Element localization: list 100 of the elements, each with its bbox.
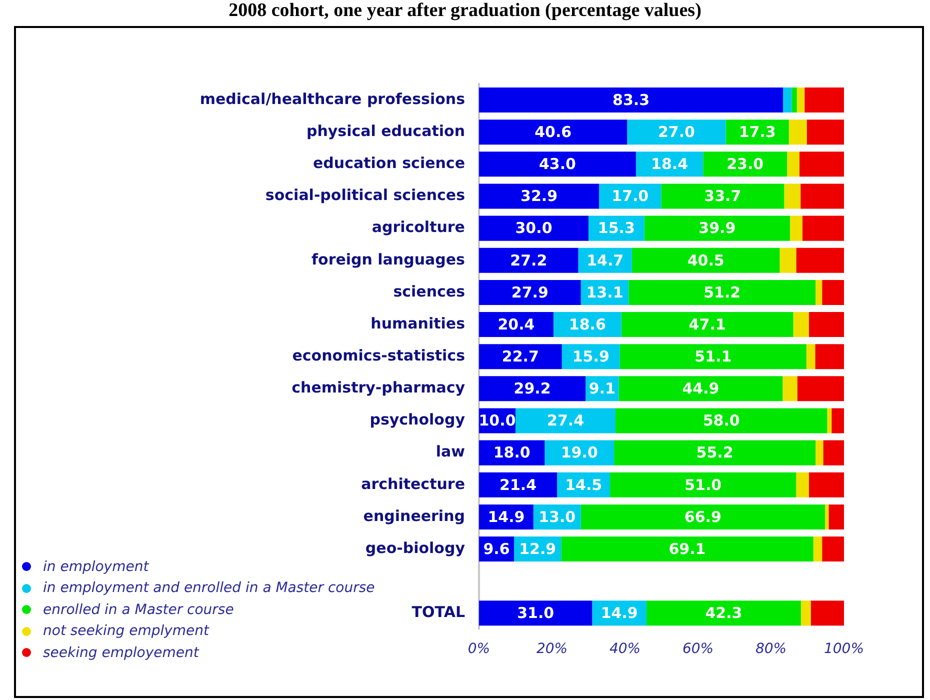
- legend-label: enrolled in a Master course: [43, 602, 234, 618]
- data-label: 13.0: [538, 508, 576, 526]
- data-label: 58.0: [702, 412, 740, 430]
- x-tick-label: 60%: [682, 641, 714, 658]
- bar: [632, 248, 780, 273]
- data-label: 9.6: [483, 540, 510, 558]
- data-label: 51.0: [684, 476, 722, 494]
- bar: [788, 120, 807, 145]
- y-tick-label: law: [436, 442, 466, 461]
- y-tick-label: social-political sciences: [265, 186, 466, 204]
- data-label: 42.3: [705, 604, 742, 622]
- data-label: 51.2: [704, 283, 741, 302]
- legend-label: not seeking emplyment: [43, 623, 210, 640]
- data-label: 14.9: [600, 604, 638, 622]
- x-tick-label: 80%: [755, 641, 787, 658]
- bar: [808, 312, 844, 338]
- bar: [479, 248, 578, 273]
- data-label: 40.6: [534, 122, 572, 141]
- bar: [810, 600, 844, 626]
- bar: [516, 408, 616, 434]
- bar: [804, 88, 844, 113]
- bar: [610, 472, 796, 498]
- bar: [479, 152, 636, 177]
- y-tick-label: TOTAL: [412, 603, 466, 622]
- bar: [628, 280, 816, 305]
- bar: [796, 248, 844, 273]
- data-label: 20.4: [498, 315, 535, 334]
- data-label: 27.9: [511, 283, 548, 302]
- data-label: 32.9: [520, 187, 558, 206]
- data-label: 39.9: [698, 219, 736, 238]
- bar: [800, 184, 844, 209]
- data-label: 55.2: [696, 444, 734, 462]
- bar: [621, 312, 794, 338]
- data-label: 30.0: [515, 219, 552, 238]
- data-label: 9.1: [588, 380, 616, 398]
- bar: [784, 184, 801, 209]
- bar: [479, 472, 558, 498]
- data-label: 51.1: [694, 347, 732, 366]
- y-tick-label: agricolture: [372, 218, 465, 236]
- y-tick-label: chemistry-pharmacy: [292, 378, 466, 397]
- bar: [479, 376, 586, 402]
- bar: [479, 120, 628, 145]
- bar: [644, 216, 790, 241]
- y-tick-label: education science: [313, 154, 465, 172]
- data-label: 21.4: [500, 476, 537, 494]
- bar: [646, 600, 801, 626]
- y-tick-label: medical/healthcare professions: [200, 90, 466, 108]
- data-label: 40.5: [687, 251, 724, 270]
- chart-title: 2008 cohort, one year after graduation (percentage values): [228, 0, 702, 22]
- data-label: 23.0: [726, 155, 764, 174]
- data-label: 18.6: [568, 315, 606, 334]
- bar: [832, 408, 844, 434]
- bar: [620, 344, 806, 370]
- bar: [793, 312, 809, 338]
- bar: [479, 88, 784, 113]
- bar: [614, 440, 816, 466]
- bar: [780, 248, 796, 273]
- y-tick-label: engineering: [363, 506, 465, 525]
- bar: [816, 280, 822, 305]
- data-label: 14.7: [586, 251, 624, 270]
- bar: [479, 184, 600, 209]
- data-label: 43.0: [538, 155, 576, 174]
- bar: [828, 504, 844, 530]
- data-label: 15.9: [572, 347, 610, 366]
- y-tick-label: humanities: [370, 314, 466, 332]
- x-tick-label: 100%: [824, 641, 864, 658]
- bar: [825, 504, 829, 530]
- bar: [616, 408, 828, 434]
- data-label: 14.5: [565, 476, 602, 494]
- data-label: 27.0: [658, 122, 695, 141]
- data-label: 29.2: [514, 380, 551, 398]
- data-label: 27.2: [510, 251, 548, 270]
- bar: [703, 152, 788, 177]
- x-tick-label: 20%: [536, 641, 568, 658]
- legend-label: in employment: [43, 558, 149, 575]
- x-tick-label: 0%: [468, 641, 490, 658]
- y-tick-label: foreign languages: [311, 250, 466, 268]
- bar: [479, 600, 592, 626]
- bar: [783, 88, 792, 113]
- bar: [816, 440, 824, 466]
- data-label: 31.0: [517, 604, 554, 622]
- data-label: 18.4: [651, 155, 688, 174]
- data-label: 17.0: [612, 187, 649, 206]
- y-tick-label: physical education: [306, 122, 465, 140]
- bar: [787, 152, 800, 177]
- data-label: 83.3: [612, 90, 650, 109]
- data-label: 18.0: [493, 444, 530, 462]
- data-label: 14.9: [488, 508, 525, 526]
- legend-label: seeking employement: [43, 644, 199, 661]
- bar: [813, 536, 822, 562]
- y-tick-label: geo-biology: [365, 538, 466, 557]
- bar: [479, 216, 588, 241]
- bar: [661, 184, 784, 209]
- data-label: 27.4: [546, 412, 584, 430]
- data-label: 22.7: [502, 347, 539, 366]
- bar: [806, 344, 816, 370]
- bar: [815, 344, 844, 370]
- data-label: 33.7: [704, 187, 742, 206]
- bar: [599, 184, 662, 209]
- data-label: 19.0: [560, 444, 598, 462]
